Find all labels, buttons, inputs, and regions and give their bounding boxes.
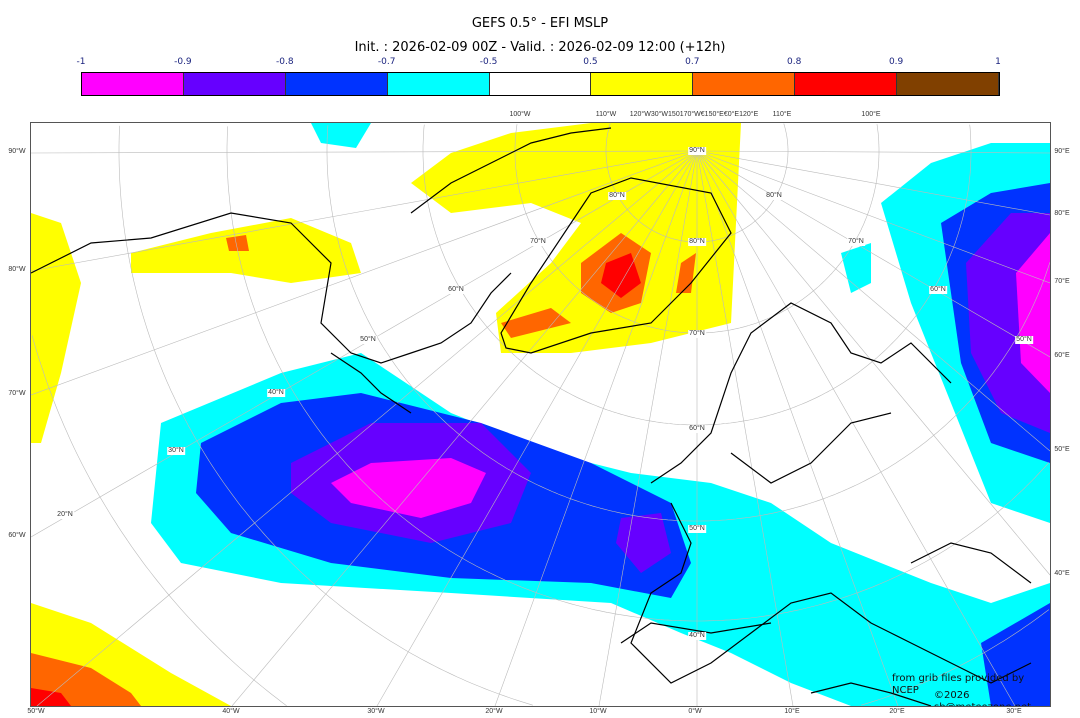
colorbar-tick: -0.8 <box>275 57 294 67</box>
colorbar-swatch <box>897 73 1000 95</box>
graticule-label: 40°N <box>688 632 706 640</box>
latitude-circle <box>969 124 972 151</box>
colorbar-swatch <box>285 73 388 95</box>
graticule-label: 80°W <box>8 266 26 273</box>
graticule-label: 10°E <box>784 708 800 715</box>
latitude-circle <box>326 125 1050 522</box>
graticule-label: 120°W30°W150170°W€150°E€0°E120°E <box>629 111 759 118</box>
graticule-label: 50°N <box>359 336 377 344</box>
colorbar-swatch <box>795 73 898 95</box>
graticule-label: 30°N <box>167 447 185 455</box>
efi-field <box>31 123 1050 706</box>
graticule-label: 60°N <box>688 425 706 433</box>
colorbar-swatch <box>387 73 490 95</box>
graticule-label: 0°W <box>688 708 702 715</box>
graticule-label: 60°W <box>8 532 26 539</box>
graticule-label: 50°E <box>1054 446 1070 453</box>
graticule-label: 10°W <box>589 708 607 715</box>
graticule-label: 80°N <box>765 192 783 200</box>
graticule-label: 70°N <box>847 238 865 246</box>
colorbar-tick: -1 <box>76 57 86 67</box>
latitude-circle <box>31 335 287 706</box>
graticule-label: 20°E <box>889 708 905 715</box>
graticule-label: 80°E <box>1054 210 1070 217</box>
colorbar-swatch <box>591 73 694 95</box>
colorbar-tick: 0.9 <box>888 57 904 67</box>
graticule-label: 110°E <box>772 111 792 118</box>
graticule-label: 70°W <box>8 390 26 397</box>
graticule-label: 70°N <box>529 238 547 246</box>
graticule-label: 70°E <box>1054 278 1070 285</box>
graticule-label: 20°W <box>485 708 503 715</box>
latitude-circle <box>783 123 789 151</box>
graticule-label: 60°N <box>929 286 947 294</box>
map-title: GEFS 0.5° - EFI MSLP <box>471 16 609 31</box>
graticule-label: 90°N <box>688 147 706 155</box>
graticule-label: 70°N <box>688 330 706 338</box>
graticule-label: 100°W <box>509 111 531 118</box>
graticule-label: 80°N <box>608 192 626 200</box>
graticule-label: 50°N <box>1015 336 1033 344</box>
colorbar-tick: 1 <box>995 57 1001 67</box>
colorbar-tick: -0.5 <box>479 57 498 67</box>
graticule-label: 60°E <box>1054 352 1070 359</box>
map-area: 90°N 80°N 70°N 60°N 50°N 40°N 80°N 70°N 60°N 50°N… <box>30 122 1051 707</box>
colorbar-swatch <box>489 73 592 95</box>
coastlines <box>31 127 1032 706</box>
efi-shading <box>31 123 1050 706</box>
graticule-label: 110°W <box>595 111 617 118</box>
graticule-label: 40°W <box>222 708 240 715</box>
latitude-circle <box>605 123 789 243</box>
latitude-circle <box>118 125 533 706</box>
map-subtitle: Init. : 2026-02-09 00Z - Valid. : 2026-0… <box>354 40 726 55</box>
colorbar-tick: -0.9 <box>174 57 192 67</box>
graticule-label: 40°E <box>1054 570 1070 577</box>
latitude-circle <box>876 124 880 151</box>
graticule-label: 30°W <box>367 708 385 715</box>
colorbar-tick: 0.7 <box>685 57 700 67</box>
latitude-circle <box>226 126 1050 622</box>
colorbar-swatch <box>183 73 286 95</box>
source-credit: from grib files provided by NCEP <box>892 673 1025 696</box>
colorbar-tick: 0.8 <box>787 57 802 67</box>
graticule-label: 80°N <box>688 238 706 246</box>
graticule-label: 40°N <box>267 389 285 397</box>
colorbar-tick: -0.7 <box>377 57 396 67</box>
colorbar-swatch <box>693 73 796 95</box>
graticule-label: 90°E <box>1054 148 1070 155</box>
graticule-label: 60°N <box>447 286 465 294</box>
colorbar <box>81 72 1000 96</box>
colorbar-tick: 0.5 <box>583 57 598 67</box>
graticule-label: 50°N <box>688 525 706 533</box>
graticule-label: 20°N <box>56 511 74 519</box>
graticule-label: 90°W <box>8 148 26 155</box>
graticule-label: 50°W <box>27 708 45 715</box>
copyright-credit: ©2026 sb@meteozone.net <box>934 690 1031 706</box>
graticule-label: 30°E <box>1006 708 1022 715</box>
colorbar-swatch <box>82 73 184 95</box>
graticule-label: 100°E <box>861 111 881 118</box>
